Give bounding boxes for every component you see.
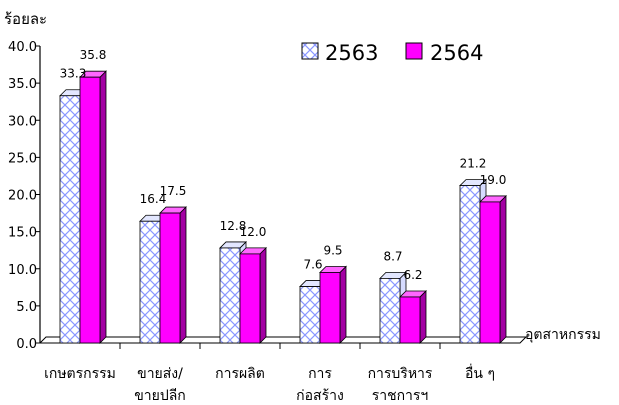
data-labels: 33.3 35.8 16.417.5 12.812.0 7.69.5 8.76.2 21.2…: [60, 48, 507, 282]
chart-floor: [38, 336, 528, 344]
data-label-2564-5: 19.0: [480, 173, 507, 187]
category-label-4-0: การบริหาร: [368, 366, 433, 382]
bar-face-2564-4: [399, 296, 421, 344]
y-tick-label: 10.0: [8, 263, 37, 278]
bar-face-2563-5: [459, 185, 481, 344]
legend: 2563 2564: [301, 41, 483, 65]
data-label-2563-0: 33.3: [60, 67, 87, 81]
category-labels: เกษตรกรรม ขายส่ง/ขายปลีก การผลิต การก่อสร้า…: [44, 364, 495, 404]
bar-face-2564-2: [239, 253, 261, 344]
category-label-4-1: ราชการฯ: [372, 388, 429, 404]
bar-side-2564-1: [179, 206, 187, 344]
bar-2564-3: [319, 265, 347, 344]
data-label-2563-5: 21.2: [460, 157, 487, 171]
bar-2564-2: [239, 246, 267, 344]
bar-face-2563-1: [139, 220, 161, 344]
category-label-3-1: ก่อสร้าง: [296, 388, 344, 404]
data-label-2564-1: 17.5: [160, 184, 187, 198]
bar-face-2563-2: [219, 247, 241, 344]
category-label-1-0: ขายส่ง/: [137, 366, 183, 382]
bar-2564-4: [399, 289, 427, 344]
category-label-1-1: ขายปลีก: [134, 388, 186, 404]
category-label-2-0: การผลิต: [215, 366, 265, 382]
bar-face-2564-5: [479, 201, 501, 344]
data-label-2563-3: 7.6: [303, 258, 322, 272]
bar-2564-0: [79, 70, 107, 344]
category-label-3-0: การ: [308, 366, 332, 382]
category-label-0-0: เกษตรกรรม: [44, 366, 116, 382]
y-tick-label: 30.0: [8, 114, 37, 129]
y-tick-label: 35.0: [8, 77, 37, 92]
bar-side-2564-0: [99, 70, 107, 344]
data-label-2564-3: 9.5: [323, 243, 342, 257]
legend-swatch-2564: [405, 42, 423, 60]
legend-item-2564: 2564: [405, 41, 483, 65]
data-label-2563-2: 12.8: [220, 219, 247, 233]
x-axis-label: อุตสาหกรรม: [525, 327, 601, 343]
data-label-2563-4: 8.7: [383, 249, 402, 263]
y-tick-label: 25.0: [8, 151, 37, 166]
bars: [59, 70, 507, 344]
bar-side-2564-5: [499, 194, 507, 344]
legend-item-2563: 2563: [301, 41, 378, 65]
bar-face-2564-1: [159, 212, 181, 344]
data-label-2564-0: 35.8: [80, 48, 107, 62]
bar-2564-1: [159, 206, 187, 344]
bar-side-2564-3: [339, 265, 347, 344]
y-tick-label: 0.0: [16, 337, 37, 352]
legend-swatch-2563: [301, 42, 319, 60]
category-label-5-0: อื่น ๆ: [465, 364, 495, 382]
data-label-2564-4: 6.2: [403, 268, 422, 282]
y-tick-label: 5.0: [16, 300, 37, 315]
y-tick-label: 15.0: [8, 226, 37, 241]
y-tick-label: 20.0: [8, 189, 37, 204]
bar-2564-5: [479, 194, 507, 344]
legend-label-2563: 2563: [325, 41, 378, 65]
data-label-2564-2: 12.0: [240, 225, 267, 239]
bar-face-2563-4: [379, 278, 401, 344]
bar-side-2564-2: [259, 246, 267, 344]
legend-label-2564: 2564: [430, 41, 483, 65]
bar-face-2564-0: [79, 76, 101, 344]
bar-face-2563-3: [299, 286, 321, 344]
y-tick-label: 40.0: [8, 40, 37, 55]
bar-side-2564-4: [419, 289, 427, 344]
data-label-2563-1: 16.4: [140, 192, 167, 206]
bar-face-2564-3: [319, 272, 341, 344]
bar-face-2563-0: [59, 95, 81, 344]
y-axis-label: ร้อยละ: [4, 10, 47, 28]
